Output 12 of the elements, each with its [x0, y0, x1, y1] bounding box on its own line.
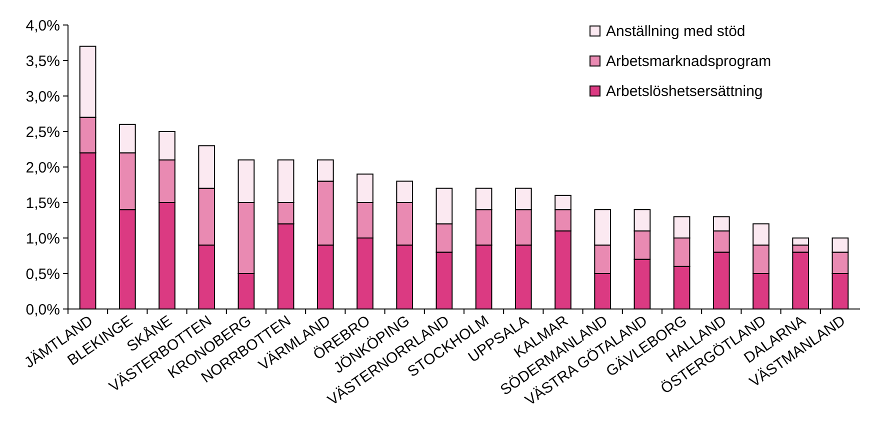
y-tick-label: 0,5% — [26, 266, 60, 283]
y-tick-label: 3,0% — [26, 88, 60, 106]
legend-label: Anställning med stöd — [606, 23, 746, 40]
y-tick-label: 1,5% — [26, 194, 60, 212]
y-tick-label: 4,0% — [26, 17, 60, 34]
legend-label: Arbetsmarknadsprogram — [606, 53, 772, 70]
legend-label: Arbetslöshetsersättning — [606, 83, 763, 100]
y-tick-label: 2,5% — [26, 124, 60, 141]
y-tick-label: 2,0% — [26, 159, 60, 176]
y-tick-label: 3,5% — [26, 52, 60, 70]
y-tick-label: 1,0% — [26, 230, 60, 248]
y-tick-label: 0,0% — [26, 301, 60, 318]
